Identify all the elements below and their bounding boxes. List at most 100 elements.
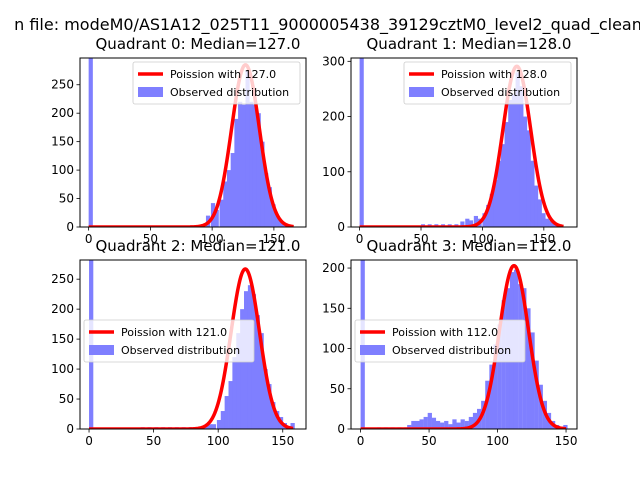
histogram-bar	[534, 360, 539, 429]
y-tick-label: 0	[66, 220, 74, 234]
histogram-bar	[534, 185, 539, 227]
x-tick-label: 0	[356, 232, 364, 246]
subplot-grid: Quadrant 0: Median=127.0 0 50 100 150 0 50 100 1…	[51, 35, 578, 448]
histogram-bar	[497, 324, 502, 429]
legend-frame	[403, 61, 572, 105]
histogram-bar	[214, 209, 219, 227]
x-tick-label: 0	[85, 434, 93, 448]
y-tick-label: 100	[51, 163, 74, 177]
histogram-bar	[249, 101, 254, 227]
histogram-bar	[275, 411, 280, 429]
histogram-bar	[427, 412, 432, 429]
y-tick-label: 0	[66, 422, 74, 436]
legend-frame	[354, 319, 526, 363]
legend-label-observed: Observed distribution	[441, 86, 560, 99]
x-tick-label: 50	[413, 232, 428, 246]
legend-label-poisson: Poission with 128.0	[441, 68, 547, 81]
histogram-bar	[530, 332, 535, 429]
histogram-bar	[224, 396, 229, 429]
histogram-bar	[267, 187, 272, 227]
y-tick-label: 0	[337, 422, 345, 436]
histogram-bar	[256, 113, 261, 227]
histogram-bar	[245, 70, 250, 227]
legend-frame	[83, 319, 255, 363]
histogram-bar	[493, 180, 498, 227]
histogram-bar	[226, 170, 232, 227]
y-tick-label: 100	[51, 362, 74, 376]
subplot-quadrant-2: Quadrant 2: Median=121.0 0 50 100 150 0 50 100 1…	[51, 237, 307, 448]
x-tick-label: 50	[143, 232, 158, 246]
histogram-bar	[260, 141, 265, 227]
legend-label-observed: Observed distribution	[170, 86, 289, 99]
histogram-bar	[236, 333, 241, 429]
histogram-bar	[359, 58, 364, 227]
legend-label-poisson: Poission with 121.0	[121, 326, 227, 339]
y-tick-label: 50	[330, 382, 345, 396]
histogram-bar	[511, 94, 517, 227]
subplot-title: Quadrant 1: Median=128.0	[367, 35, 572, 53]
histogram-bar	[473, 215, 479, 227]
histogram-bar	[290, 423, 295, 429]
histogram-bar	[230, 153, 235, 227]
histogram-bar	[220, 411, 226, 429]
legend-bar-swatch	[138, 87, 163, 97]
x-tick-label: 150	[532, 232, 555, 246]
subplot-quadrant-3: Quadrant 3: Median=112.0 0 50 100 150 0 50 100 1…	[322, 237, 578, 448]
histogram-bar	[240, 309, 245, 429]
histogram-bar	[263, 369, 268, 429]
histogram-bar	[522, 116, 528, 227]
histogram-bar	[541, 213, 546, 227]
histogram-bar	[500, 144, 506, 227]
histogram-bar	[255, 315, 260, 429]
histogram-bar	[493, 344, 498, 429]
histogram-bar	[275, 215, 280, 227]
x-tick-label: 150	[555, 434, 578, 448]
histogram-bar	[440, 422, 445, 429]
axes-frame	[79, 57, 307, 228]
x-tick-label: 150	[271, 434, 294, 448]
histogram-bar	[216, 420, 222, 429]
axes-frame	[350, 57, 578, 228]
y-tick-label: 150	[51, 135, 74, 149]
y-tick-label: 150	[51, 332, 74, 346]
x-tick-label: 50	[146, 434, 161, 448]
subplot-quadrant-0: Quadrant 0: Median=127.0 0 50 100 150 0 50 100 1…	[51, 35, 307, 246]
y-tick-label: 200	[51, 106, 74, 120]
y-tick-label: 300	[322, 54, 345, 68]
x-tick-label: 100	[471, 232, 494, 246]
histogram-bar	[238, 101, 243, 227]
figure-suptitle: n file: modeM0/AS1A12_025T11_9000005438_…	[14, 15, 640, 35]
x-tick-label: 100	[207, 434, 230, 448]
histogram-bar	[415, 420, 420, 429]
legend: Poission with 128.0 Observed distribution	[403, 61, 572, 105]
subplot-title: Quadrant 0: Median=127.0	[96, 35, 301, 53]
histogram-bar	[448, 424, 453, 429]
histogram-bar	[486, 204, 491, 227]
histogram-bar	[501, 300, 506, 429]
histogram-bar	[264, 172, 269, 227]
histogram-bar	[504, 122, 509, 227]
histogram-bar	[482, 213, 487, 227]
histogram-bar	[271, 204, 276, 227]
histogram-bar	[219, 199, 224, 227]
y-tick-label: 50	[59, 392, 74, 406]
legend: Poission with 127.0 Observed distribution	[132, 61, 301, 105]
histogram-bar	[537, 199, 542, 227]
histogram-bar	[548, 220, 553, 227]
y-tick-label: 250	[51, 272, 74, 286]
x-tick-label: 50	[421, 434, 436, 448]
histogram-bar	[519, 86, 524, 227]
histogram-bar	[538, 384, 543, 429]
histogram-bar	[468, 220, 474, 227]
subplot-title: Quadrant 3: Median=112.0	[367, 237, 572, 255]
histogram-bar	[234, 118, 239, 227]
legend-label-observed: Observed distribution	[121, 344, 240, 357]
histogram-bar	[419, 419, 424, 429]
histogram-bar	[526, 130, 531, 227]
histogram-bar	[241, 104, 246, 227]
subplot-quadrant-1: Quadrant 1: Median=128.0 0 50 100 150 0 100 200…	[322, 35, 578, 246]
y-tick-label: 200	[51, 302, 74, 316]
histogram-bar	[232, 357, 237, 429]
y-tick-label: 200	[322, 261, 345, 275]
histogram-bar	[259, 333, 264, 429]
